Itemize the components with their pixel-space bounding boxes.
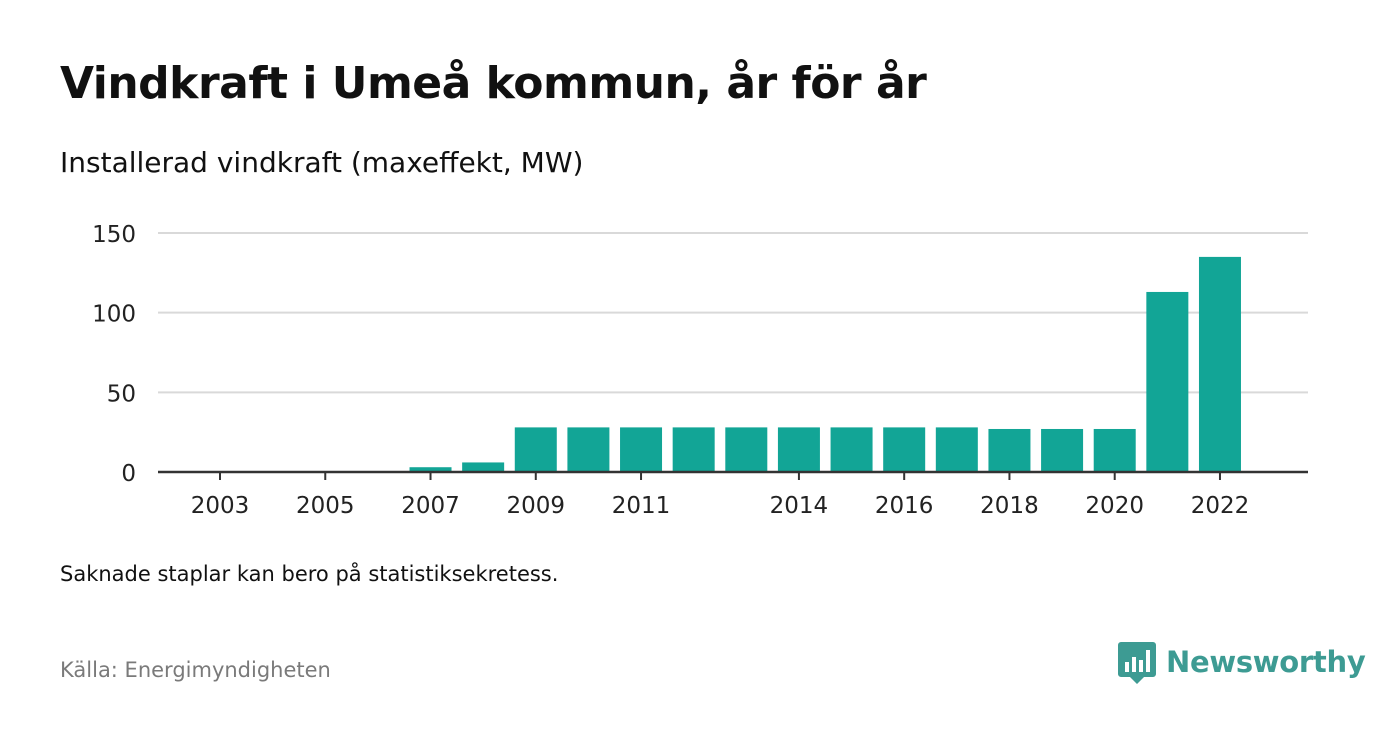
bar: [1093, 428, 1136, 472]
x-tick-label: 2011: [612, 493, 671, 519]
source-credit: Källa: Energimyndigheten: [60, 658, 331, 682]
x-tick-label: 2007: [401, 493, 460, 519]
bar: [672, 427, 715, 472]
x-tick-label: 2005: [296, 493, 355, 519]
bar: [725, 427, 768, 472]
newsworthy-logo-icon: [1118, 642, 1156, 684]
y-tick-label: 50: [107, 381, 136, 407]
x-tick-label: 2016: [875, 493, 934, 519]
bar: [462, 462, 505, 472]
x-tick-label: 2020: [1085, 493, 1144, 519]
x-tick-label: 2014: [770, 493, 829, 519]
bar: [988, 428, 1031, 472]
bar: [935, 427, 978, 472]
x-tick-label: 2003: [191, 493, 250, 519]
bar: [567, 427, 610, 472]
chart-subtitle: Installerad vindkraft (maxeffekt, MW): [60, 146, 584, 179]
bar: [514, 427, 557, 472]
bar: [620, 427, 663, 472]
bar: [1041, 428, 1084, 472]
bar-chart: 0 50 100 150 2003 2005 2007 2009 2011 2014 2016 201…: [92, 222, 1308, 519]
bar: [830, 427, 873, 472]
x-tick-label: 2009: [507, 493, 566, 519]
y-tick-label: 0: [121, 461, 136, 487]
bar: [777, 427, 820, 472]
chart-title: Vindkraft i Umeå kommun, år för år: [60, 58, 927, 109]
x-tick-label: 2018: [980, 493, 1039, 519]
bar: [883, 427, 926, 472]
chart-note: Saknade staplar kan bero på statistiksek…: [60, 562, 559, 586]
bar: [409, 467, 452, 472]
bar: [1198, 256, 1241, 472]
y-tick-label: 150: [92, 222, 136, 248]
brand-name: Newsworthy: [1166, 645, 1366, 679]
bar: [1146, 291, 1189, 472]
y-tick-label: 100: [92, 302, 136, 328]
newsworthy-brand[interactable]: Newsworthy: [1118, 640, 1366, 684]
x-tick-label: 2022: [1191, 493, 1250, 519]
